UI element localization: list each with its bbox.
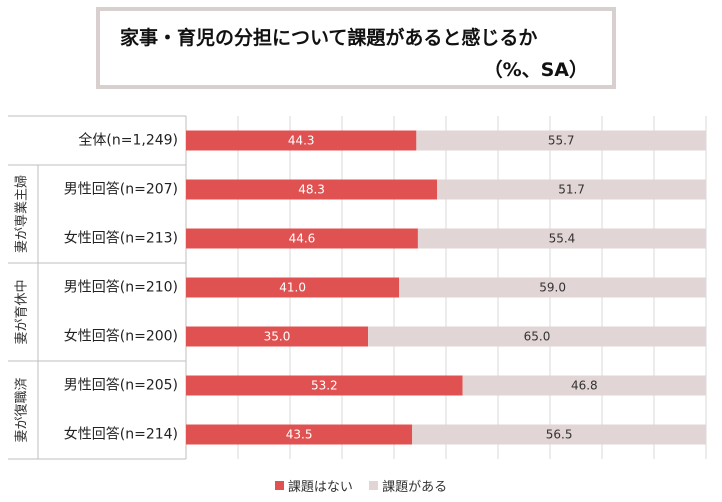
data-label-no-issue: 44.6 — [289, 232, 316, 246]
legend: 課題はない 課題がある — [0, 476, 722, 495]
group-label: 妻が復職済 — [14, 377, 30, 442]
legend-item-has-issue: 課題がある — [369, 476, 447, 495]
data-label-no-issue: 35.0 — [264, 330, 291, 344]
bar-has-issue — [417, 228, 706, 249]
data-label-has-issue: 46.8 — [571, 379, 598, 393]
legend-item-no-issue: 課題はない — [274, 476, 353, 495]
data-label-has-issue: 51.7 — [558, 183, 585, 197]
bar-has-issue — [462, 375, 706, 396]
legend-swatch-no-issue — [274, 481, 284, 490]
data-label-no-issue: 41.0 — [279, 281, 306, 295]
bar-no-issue — [186, 424, 413, 445]
data-label-has-issue: 59.0 — [539, 281, 566, 295]
chart-title-box: 家事・育児の分担について課題があると感じるか （%、SA） — [96, 7, 616, 89]
category-label: 男性回答(n=210) — [64, 279, 178, 296]
group-label: 妻が育休中 — [14, 279, 30, 344]
data-label-no-issue: 44.3 — [288, 134, 315, 148]
bar-no-issue — [186, 326, 368, 347]
data-label-has-issue: 55.4 — [549, 232, 576, 246]
data-label-has-issue: 65.0 — [524, 330, 551, 344]
group-label: 妻が専業主婦 — [14, 175, 30, 253]
legend-label-has-issue: 課題がある — [382, 480, 448, 495]
data-label-has-issue: 56.5 — [546, 428, 573, 442]
bar-no-issue — [186, 375, 463, 396]
category-label: 女性回答(n=213) — [64, 230, 178, 247]
bar-has-issue — [416, 130, 706, 151]
data-label-no-issue: 43.5 — [286, 428, 313, 442]
chart-subtitle: （%、SA） — [483, 59, 588, 81]
bar-no-issue — [186, 277, 400, 298]
bar-has-issue — [399, 277, 706, 298]
bar-has-issue — [437, 179, 706, 200]
category-label: 女性回答(n=214) — [64, 426, 178, 443]
category-label: 女性回答(n=200) — [64, 328, 178, 345]
legend-label-no-issue: 課題はない — [287, 480, 353, 495]
data-label-has-issue: 55.7 — [548, 134, 575, 148]
chart-title: 家事・育児の分担について課題があると感じるか — [120, 27, 538, 49]
bar-has-issue — [412, 424, 706, 445]
bar-no-issue — [186, 228, 418, 249]
legend-swatch-has-issue — [369, 481, 379, 490]
bar-no-issue — [186, 179, 438, 200]
category-label: 男性回答(n=207) — [64, 181, 178, 198]
category-label: 全体(n=1,249) — [78, 132, 178, 149]
category-label: 男性回答(n=205) — [64, 377, 178, 394]
data-label-no-issue: 48.3 — [298, 183, 325, 197]
bar-no-issue — [186, 130, 417, 151]
data-label-no-issue: 53.2 — [311, 379, 338, 393]
bar-has-issue — [368, 326, 706, 347]
